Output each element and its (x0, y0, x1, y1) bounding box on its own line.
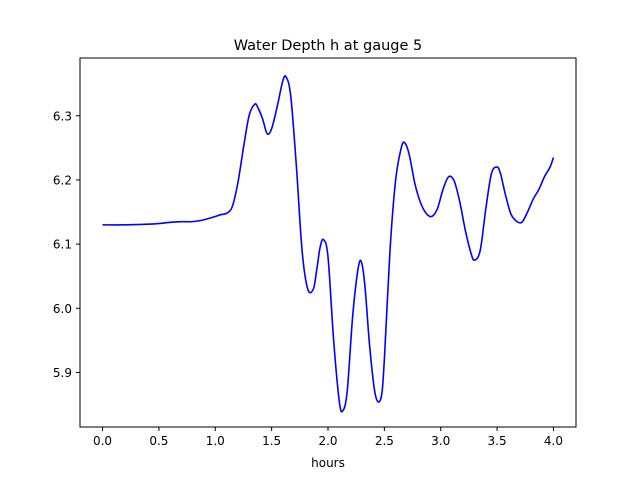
x-axis-label: hours (311, 456, 345, 470)
x-tick-label: 3.0 (431, 434, 450, 448)
chart-title: Water Depth h at gauge 5 (234, 38, 422, 54)
x-tick-label: 1.0 (206, 434, 225, 448)
series-line-0 (102, 75, 555, 413)
y-axis: 5.9 6.0 6.1 6.2 6.3 (53, 109, 80, 380)
plot-area (102, 75, 555, 413)
y-tick-label: 6.3 (53, 109, 72, 123)
y-tick-label: 6.0 (53, 302, 72, 316)
y-tick-label: 5.9 (53, 366, 72, 380)
x-tick-label: 0.5 (149, 434, 168, 448)
x-tick-label: 1.5 (262, 434, 281, 448)
x-tick-label: 2.5 (375, 434, 394, 448)
x-axis: 0.0 0.5 1.0 1.5 2.0 2.5 3.0 3.5 4.0 (93, 427, 563, 448)
x-tick-label: 3.5 (488, 434, 507, 448)
x-tick-label: 0.0 (93, 434, 112, 448)
x-tick-label: 4.0 (544, 434, 563, 448)
y-tick-label: 6.1 (53, 238, 72, 252)
x-tick-label: 2.0 (318, 434, 337, 448)
y-tick-label: 6.2 (53, 173, 72, 187)
